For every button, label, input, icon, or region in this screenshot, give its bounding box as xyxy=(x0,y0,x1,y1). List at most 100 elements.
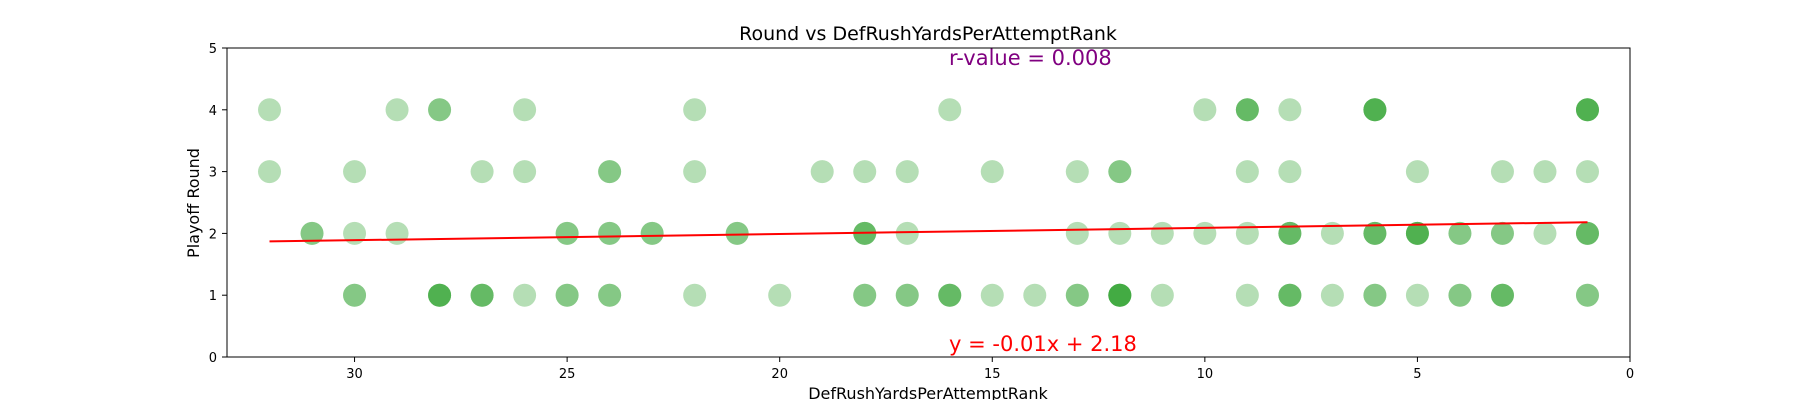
data-point xyxy=(1575,283,1599,307)
data-point xyxy=(513,283,537,307)
data-point xyxy=(895,283,919,307)
data-point xyxy=(300,221,324,245)
data-point xyxy=(1490,283,1514,307)
data-point xyxy=(683,160,707,184)
data-point xyxy=(725,221,749,245)
data-point xyxy=(258,98,282,122)
x-tick-label: 20 xyxy=(771,367,788,382)
x-tick-label: 30 xyxy=(346,367,363,382)
data-point xyxy=(470,283,494,307)
data-point xyxy=(1363,98,1387,122)
data-point xyxy=(1278,98,1302,122)
y-tick-label: 5 xyxy=(209,42,217,57)
data-point xyxy=(428,283,452,307)
data-point xyxy=(1065,283,1089,307)
data-point xyxy=(555,221,579,245)
data-point xyxy=(300,221,324,245)
data-point xyxy=(1108,283,1132,307)
regression-equation: y = -0.01x + 2.18 xyxy=(949,332,1137,356)
data-point xyxy=(1575,283,1599,307)
x-tick-label: 25 xyxy=(559,367,576,382)
data-point xyxy=(1150,221,1174,245)
data-point xyxy=(1193,98,1217,122)
data-point xyxy=(895,283,919,307)
data-point xyxy=(343,283,367,307)
data-point xyxy=(1108,283,1132,307)
data-point xyxy=(853,160,877,184)
data-point xyxy=(1278,160,1302,184)
data-point xyxy=(1363,98,1387,122)
data-point xyxy=(1490,160,1514,184)
data-point xyxy=(1363,221,1387,245)
points-layer xyxy=(258,98,1599,307)
data-point xyxy=(385,221,409,245)
data-point xyxy=(1235,283,1259,307)
data-point xyxy=(1490,221,1514,245)
data-point xyxy=(598,283,622,307)
y-tick-label: 3 xyxy=(209,166,217,181)
data-point xyxy=(640,221,664,245)
data-point xyxy=(938,283,962,307)
data-point xyxy=(1575,221,1599,245)
data-point xyxy=(768,283,792,307)
data-point xyxy=(1363,98,1387,122)
data-point xyxy=(1363,283,1387,307)
data-point xyxy=(513,160,537,184)
data-point xyxy=(980,160,1004,184)
data-point xyxy=(1278,283,1302,307)
data-point xyxy=(1405,283,1429,307)
data-point xyxy=(343,160,367,184)
x-tick-label: 0 xyxy=(1626,367,1634,382)
data-point xyxy=(1320,221,1344,245)
data-point xyxy=(1490,283,1514,307)
x-tick-label: 15 xyxy=(984,367,1001,382)
data-point xyxy=(1575,98,1599,122)
data-point xyxy=(1533,221,1557,245)
x-axis-label: DefRushYardsPerAttemptRank xyxy=(808,384,1048,400)
data-point xyxy=(1575,98,1599,122)
data-point xyxy=(1065,283,1089,307)
data-point xyxy=(1405,221,1429,245)
regression-line xyxy=(269,221,1588,243)
data-point xyxy=(1405,221,1429,245)
data-point xyxy=(555,221,579,245)
y-axis-ticks: 0 1 2 3 4 5 xyxy=(209,42,227,366)
data-point xyxy=(938,98,962,122)
plot-frame xyxy=(226,47,1631,358)
data-point xyxy=(343,221,367,245)
data-point xyxy=(1405,221,1429,245)
data-point xyxy=(428,98,452,122)
data-point xyxy=(1193,221,1217,245)
x-tick-label: 10 xyxy=(1197,367,1214,382)
chart-title: Round vs DefRushYardsPerAttemptRank xyxy=(739,23,1117,45)
data-point xyxy=(470,283,494,307)
data-point xyxy=(258,160,282,184)
data-point xyxy=(1065,221,1089,245)
data-point xyxy=(1363,221,1387,245)
data-point xyxy=(343,283,367,307)
data-point xyxy=(513,98,537,122)
data-point xyxy=(1405,160,1429,184)
data-point xyxy=(1363,98,1387,122)
x-tick-label: 5 xyxy=(1413,367,1421,382)
data-point xyxy=(1150,283,1174,307)
data-point xyxy=(1448,221,1472,245)
data-point xyxy=(1490,283,1514,307)
data-point xyxy=(640,221,664,245)
data-point xyxy=(1575,98,1599,122)
data-point xyxy=(980,283,1004,307)
data-point xyxy=(1108,221,1132,245)
data-point xyxy=(1363,283,1387,307)
x-axis-ticks: 30 25 20 15 10 5 0 xyxy=(346,357,1634,382)
r-value-annotation: r-value = 0.008 xyxy=(949,46,1112,70)
y-axis-label: Playoff Round xyxy=(184,148,203,258)
data-point xyxy=(428,283,452,307)
data-point xyxy=(1108,283,1132,307)
data-point xyxy=(428,98,452,122)
y-tick-label: 0 xyxy=(209,351,217,366)
data-point xyxy=(598,221,622,245)
data-point xyxy=(428,283,452,307)
data-point xyxy=(1235,98,1259,122)
